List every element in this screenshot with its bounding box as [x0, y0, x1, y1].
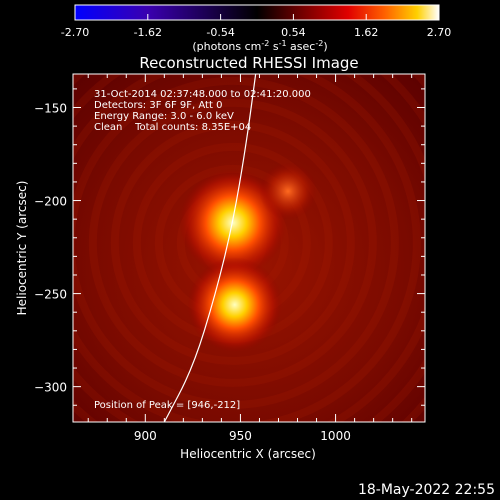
y-tick-label: −200: [34, 195, 67, 209]
colorbar-tick-label: 1.62: [354, 26, 379, 39]
annotation-line: 31-Oct-2014 02:37:48.000 to 02:41:20.000: [94, 89, 311, 100]
source-3: [259, 162, 317, 221]
colorbar: [74, 4, 440, 21]
source-2: [187, 257, 283, 353]
x-tick-label: 900: [134, 429, 157, 443]
y-tick-label: −150: [34, 101, 67, 115]
colorbar-tick-label: -2.70: [61, 26, 89, 39]
colorbar-tick-label: 0.54: [281, 26, 306, 39]
colorbar-tick-label: -0.54: [206, 26, 234, 39]
plot-frame: [72, 73, 426, 423]
y-axis-label: Heliocentric Y (arcsec): [15, 181, 29, 316]
annotation-line: Detectors: 3F 6F 9F, Att 0: [94, 100, 222, 111]
peak-position-annotation: Position of Peak = [946,-212]: [94, 400, 240, 411]
x-tick-label: 950: [229, 429, 252, 443]
x-axis-label: Heliocentric X (arcsec): [180, 447, 316, 461]
annotations: 31-Oct-2014 02:37:48.000 to 02:41:20.000…: [94, 89, 311, 411]
y-tick-label: −250: [34, 288, 67, 302]
annotation-line: Energy Range: 3.0 - 6.0 keV: [94, 111, 234, 122]
colorbar-ticks: -2.70 -1.62 -0.54 0.54 1.62 2.70: [61, 14, 451, 39]
axes: 900 950 1000 −150 −200 −250 −300: [34, 74, 425, 443]
chart-title: Reconstructed RHESSI Image: [139, 54, 358, 72]
heatmap-image: [73, 74, 425, 422]
annotation-line: Clean Total counts: 8.35E+04: [94, 122, 251, 133]
solar-limb-curve: [163, 74, 257, 422]
y-tick-label: −300: [34, 381, 67, 395]
footer-date: 18-May-2022 22:55: [358, 482, 495, 498]
colorbar-unit-label: (photons cm-2 s-1 asec-2): [192, 39, 327, 53]
colorbar-tick-label: -1.62: [134, 26, 162, 39]
x-tick-label: 1000: [320, 429, 351, 443]
colorbar-tick-label: 2.70: [427, 26, 452, 39]
